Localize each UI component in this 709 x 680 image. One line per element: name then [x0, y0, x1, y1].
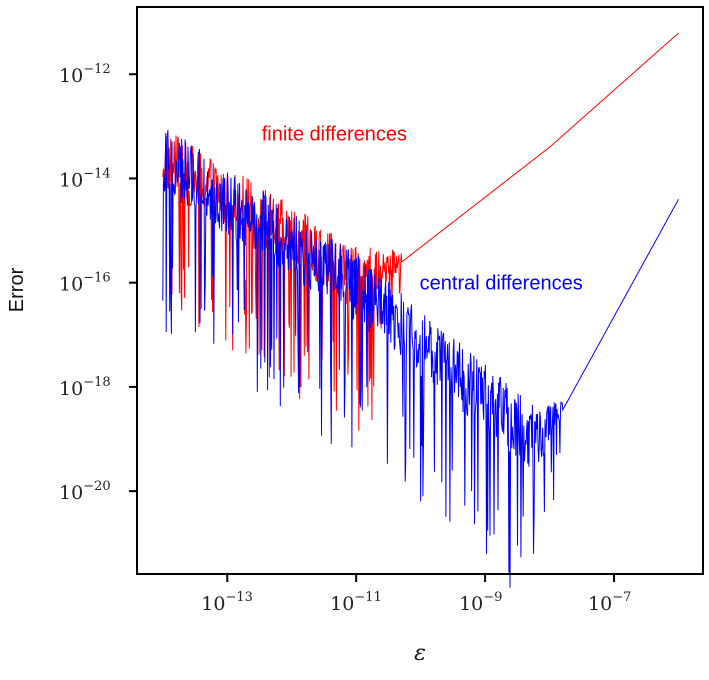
x-tick-label: 10−11 [330, 590, 382, 615]
y-axis-ticks: 10−12 10−14 10−16 10−18 10−20 [59, 62, 137, 504]
series-line-central-differences [162, 130, 679, 588]
y-tick-label: 10−14 [59, 166, 111, 191]
annotation-central-differences: central differences [420, 273, 583, 295]
x-tick-label: 10−9 [459, 590, 502, 615]
y-tick-label: 10−16 [59, 271, 111, 296]
x-axis-label: ε [414, 641, 426, 666]
annotation-finite-differences: finite differences [262, 123, 407, 145]
y-tick-label: 10−20 [59, 479, 111, 504]
series-line-finite-differences [162, 32, 679, 431]
y-tick-label: 10−18 [59, 375, 111, 400]
x-tick-label: 10−7 [588, 590, 631, 615]
x-tick-label: 10−13 [201, 590, 253, 615]
series-layer [162, 32, 679, 588]
y-tick-label: 10−12 [59, 62, 111, 87]
plot-frame [136, 6, 704, 575]
x-axis-ticks: 10−13 10−11 10−9 10−7 [201, 574, 631, 615]
y-axis-label: Error [6, 267, 28, 312]
